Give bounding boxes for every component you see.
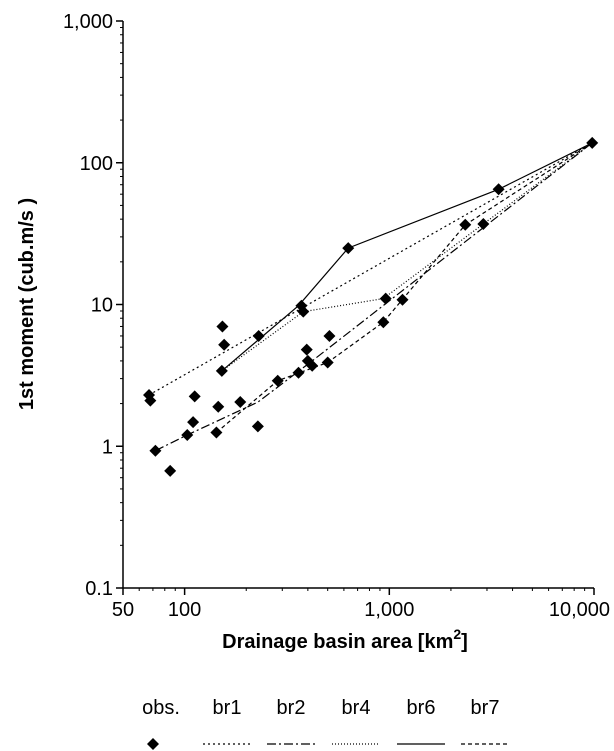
data-point [252,329,265,342]
data-point [149,444,162,457]
y-tick-label: 10 [91,295,113,317]
data-point [164,464,177,477]
data-point [321,356,334,369]
data-point [492,183,505,196]
x-tick-label: 1,000 [364,599,414,621]
plot-area [122,21,594,589]
y-tick-label: 100 [80,153,113,175]
data-point [300,343,313,356]
data-point [342,242,355,255]
data-point [377,316,390,329]
data-point [297,305,310,318]
legend-label-br1: br1 [213,697,242,719]
legend-label-br6: br6 [407,697,436,719]
legend-marker-obs [147,738,159,750]
y-tick-label: 0.1 [85,578,113,600]
legend-label-br2: br2 [277,697,306,719]
x-axis-title: Drainage basin area [km2] [222,626,468,653]
legend-label-br4: br4 [342,697,371,719]
data-point [188,390,201,403]
data-point [144,394,157,407]
x-tick-label: 50 [112,599,134,621]
legend: obs. br1 br2 br4 br6 br7 [142,697,509,750]
data-point [187,416,200,429]
y-axis: 0.1 1 10 100 1,000 [63,11,123,600]
data-point [251,420,264,433]
x-axis: 50 100 1,000 10,000 [112,588,610,621]
y-axis-title: 1st moment (cub.m/s ) [16,198,38,410]
data-point [215,364,228,377]
series-line-br1 [148,142,593,396]
data-point [212,400,225,413]
legend-label-obs: obs. [142,697,180,719]
series-line-br2 [155,142,593,452]
data-point [234,396,247,409]
data-point [218,338,231,351]
series-line-br4 [221,142,593,372]
observation-points [143,136,599,477]
data-point [477,217,490,230]
data-point [292,366,305,379]
x-tick-label: 10,000 [549,599,610,621]
data-point [323,329,336,342]
data-point [586,136,599,149]
data-point [216,320,229,333]
data-point [306,359,319,372]
data-point [271,374,284,387]
data-point [459,218,472,231]
data-point [210,426,223,439]
x-tick-label: 100 [168,599,201,621]
series-line-br6 [221,142,593,372]
data-point [379,292,392,305]
y-tick-label: 1 [102,436,113,458]
series-line-br7 [216,142,593,433]
data-point [396,293,409,306]
legend-label-br7: br7 [471,697,500,719]
data-point [181,429,194,442]
y-tick-label: 1,000 [63,11,113,33]
